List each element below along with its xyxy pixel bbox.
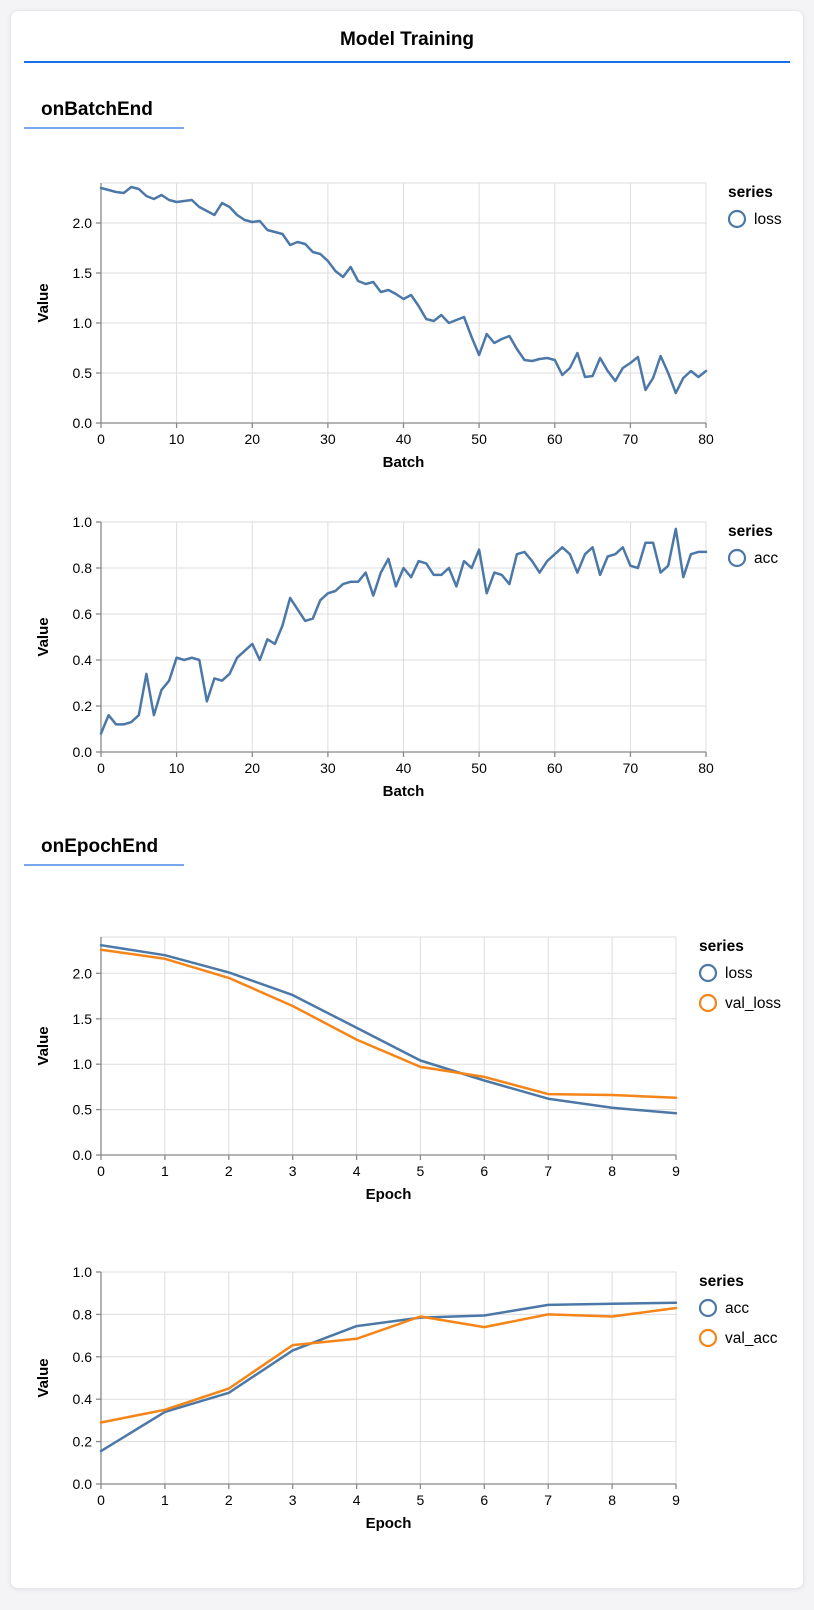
svg-text:0: 0 [97,1163,105,1179]
svg-text:Value: Value [35,1026,52,1065]
svg-text:0.8: 0.8 [73,1306,93,1322]
svg-text:5: 5 [417,1492,425,1508]
svg-text:Value: Value [35,283,52,322]
svg-text:60: 60 [547,760,563,776]
svg-text:6: 6 [480,1163,488,1179]
section-divider-onBatchEnd [24,127,184,129]
svg-text:5: 5 [417,1163,425,1179]
svg-text:1: 1 [161,1163,169,1179]
svg-text:30: 30 [320,760,336,776]
svg-text:6: 6 [480,1492,488,1508]
svg-text:series: series [728,184,773,201]
svg-text:1.0: 1.0 [73,1056,93,1072]
section-divider-onEpochEnd [24,864,184,866]
page: Model Training onBatchEnd 0.0 0.5 1.0 1.5 2.… [0,10,814,1589]
svg-text:70: 70 [623,431,639,447]
svg-text:20: 20 [245,431,261,447]
svg-text:10: 10 [169,760,185,776]
svg-text:loss: loss [754,211,782,228]
svg-text:0.0: 0.0 [73,415,93,431]
svg-text:50: 50 [471,431,487,447]
svg-text:7: 7 [544,1492,552,1508]
svg-text:val_loss: val_loss [725,995,781,1012]
title-divider [24,61,790,63]
svg-text:0.4: 0.4 [73,652,93,668]
svg-text:0: 0 [97,1492,105,1508]
svg-text:0.5: 0.5 [73,1102,93,1118]
svg-text:0.6: 0.6 [73,1349,93,1365]
svg-text:3: 3 [289,1492,297,1508]
svg-text:8: 8 [608,1492,616,1508]
svg-text:2.0: 2.0 [73,215,93,231]
svg-text:Epoch: Epoch [366,1515,412,1532]
chart-epoch-accuracy: 0.0 0.2 0.4 0.6 0.8 1.0 0 1 2 3 4 5 6 7 8 9 Value Epoch se… [35,1264,778,1532]
svg-text:0.0: 0.0 [73,744,93,760]
svg-text:0.4: 0.4 [73,1391,93,1407]
svg-text:val_acc: val_acc [725,1330,778,1347]
svg-text:0.0: 0.0 [73,1147,93,1163]
svg-text:80: 80 [698,760,714,776]
svg-text:40: 40 [396,431,412,447]
svg-text:2: 2 [225,1163,233,1179]
svg-text:0.6: 0.6 [73,606,93,622]
svg-text:50: 50 [471,760,487,776]
svg-text:1.0: 1.0 [73,315,93,331]
svg-text:10: 10 [169,431,185,447]
svg-text:8: 8 [608,1163,616,1179]
chart-epoch-loss: 0.0 0.5 1.0 1.5 2.0 0 1 2 3 4 5 6 7 8 9 Value Epoch serie… [35,936,781,1203]
svg-text:1.5: 1.5 [73,1011,93,1027]
svg-text:0.5: 0.5 [73,365,93,381]
svg-text:Batch: Batch [383,783,425,800]
svg-text:acc: acc [754,550,778,567]
svg-text:loss: loss [725,965,753,982]
svg-text:60: 60 [547,431,563,447]
surface-title: Model Training [339,29,475,50]
svg-text:0.0: 0.0 [73,1476,93,1492]
svg-text:2: 2 [225,1492,233,1508]
svg-text:Value: Value [35,1358,52,1397]
svg-text:1.0: 1.0 [73,1264,93,1280]
svg-text:2.0: 2.0 [73,965,93,981]
svg-text:9: 9 [672,1163,680,1179]
svg-text:7: 7 [544,1163,552,1179]
svg-text:1: 1 [161,1492,169,1508]
svg-text:series: series [699,938,744,955]
svg-text:4: 4 [353,1163,361,1179]
svg-text:0.8: 0.8 [73,560,93,576]
svg-text:80: 80 [698,431,714,447]
section-heading-onBatchEnd: onBatchEnd [41,99,153,120]
chart-batch-loss: 0.0 0.5 1.0 1.5 2.0 0 10 20 30 40 50 60 70 80 Value Bat… [35,182,782,471]
svg-text:Epoch: Epoch [366,1186,412,1203]
svg-text:20: 20 [245,760,261,776]
chart-batch-accuracy: 0.0 0.2 0.4 0.6 0.8 1.0 0 10 20 30 40 50 60 70 80 Value… [35,514,778,800]
svg-text:4: 4 [353,1492,361,1508]
svg-text:0: 0 [97,760,105,776]
svg-text:series: series [728,523,773,540]
svg-text:series: series [699,1273,744,1290]
svg-text:9: 9 [672,1492,680,1508]
svg-text:30: 30 [320,431,336,447]
svg-text:3: 3 [289,1163,297,1179]
svg-text:0: 0 [97,431,105,447]
svg-text:0.2: 0.2 [73,698,93,714]
section-heading-onEpochEnd: onEpochEnd [41,836,159,857]
svg-text:acc: acc [725,1300,749,1317]
svg-text:1.5: 1.5 [73,265,93,281]
svg-text:Batch: Batch [383,454,425,471]
svg-text:1.0: 1.0 [73,514,93,530]
visor-surface-card: Model Training onBatchEnd 0.0 0.5 1.0 1.5 2.… [10,10,804,1589]
svg-text:40: 40 [396,760,412,776]
svg-text:0.2: 0.2 [73,1434,93,1450]
svg-text:70: 70 [623,760,639,776]
svg-text:Value: Value [35,617,52,656]
